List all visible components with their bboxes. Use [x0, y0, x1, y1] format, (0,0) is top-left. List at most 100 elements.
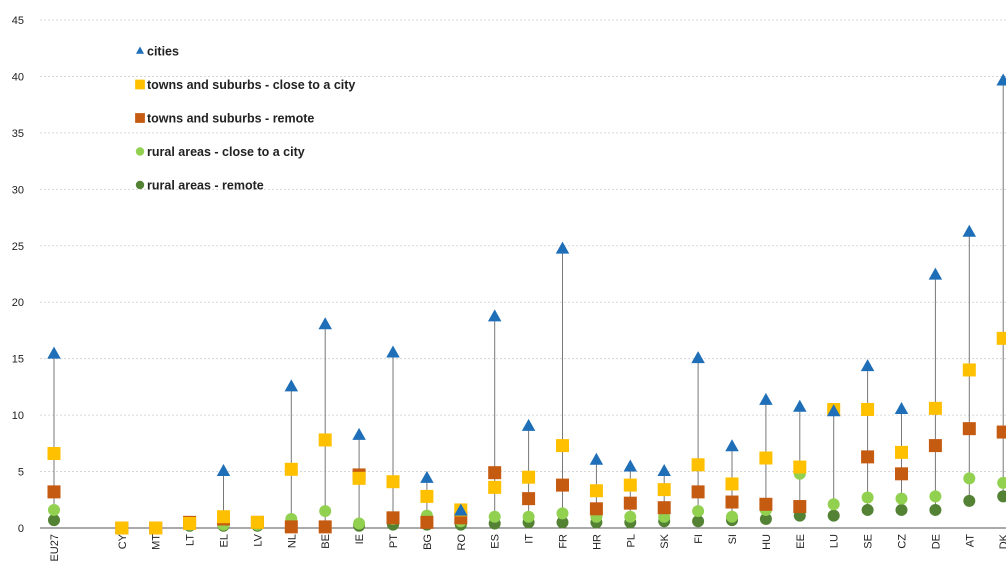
- y-tick-label: 30: [12, 184, 24, 196]
- data-point: [352, 427, 366, 440]
- data-point: [861, 491, 874, 504]
- data-point: [725, 495, 739, 509]
- data-point: [691, 485, 705, 499]
- data-point: [47, 446, 61, 460]
- data-point: [352, 471, 366, 485]
- grid: [40, 19, 1006, 529]
- y-tick-label: 40: [12, 71, 24, 83]
- x-axis-ticks: EU27 CY MT LT EL LV NL BE IE PT BG RO ES IT FR HR PL SK FI…: [49, 533, 1006, 561]
- x-tick-label: HR: [591, 534, 603, 550]
- data-point: [47, 346, 61, 359]
- x-tick-label: FI: [693, 534, 705, 544]
- data-point: [963, 472, 976, 485]
- data-point: [996, 73, 1006, 86]
- data-point: [284, 379, 299, 392]
- data-point: [487, 309, 502, 322]
- legend-label: rural areas - remote: [147, 179, 264, 193]
- data-point: [216, 464, 231, 477]
- data-point: [860, 359, 875, 372]
- x-tick-label: IE: [354, 534, 366, 544]
- data-point: [556, 478, 569, 492]
- y-tick-label: 25: [12, 241, 24, 253]
- data-point: [420, 489, 434, 503]
- x-tick-label: EU27: [49, 534, 61, 562]
- x-tick-label: FR: [558, 534, 570, 549]
- data-point: [895, 467, 908, 481]
- data-point: [149, 521, 163, 535]
- data-point: [556, 507, 569, 520]
- x-tick-label: PT: [388, 534, 400, 548]
- data-point: [589, 452, 604, 465]
- data-point: [929, 490, 942, 503]
- data-point: [217, 510, 230, 524]
- data-point: [386, 475, 400, 489]
- legend-label: rural areas - close to a city: [147, 145, 305, 159]
- data-point: [725, 477, 739, 491]
- data-point: [691, 351, 705, 364]
- data-point: [589, 502, 603, 516]
- data-point: [726, 510, 738, 523]
- data-point: [928, 267, 943, 280]
- data-point: [522, 510, 535, 523]
- data-point: [692, 505, 705, 518]
- x-tick-label: DK: [998, 533, 1006, 549]
- data-point: [556, 516, 569, 529]
- legend: cities towns and suburbs - close to a cit…: [135, 45, 355, 193]
- data-point: [454, 503, 468, 516]
- data-point: [996, 425, 1006, 439]
- data-point: [691, 458, 705, 472]
- legend-marker: [135, 79, 145, 90]
- data-point: [623, 496, 637, 510]
- data-point: [929, 503, 942, 516]
- y-tick-label: 5: [18, 467, 24, 479]
- data-point: [521, 418, 536, 431]
- data-point: [488, 480, 502, 494]
- data-marks: [47, 73, 1006, 535]
- data-point: [826, 404, 841, 417]
- data-point: [556, 439, 569, 453]
- data-point: [759, 392, 773, 405]
- data-point: [284, 462, 298, 476]
- data-point: [725, 439, 739, 452]
- data-point: [318, 433, 332, 447]
- data-point: [895, 503, 908, 516]
- data-point: [48, 503, 60, 516]
- data-point: [759, 497, 773, 511]
- legend-label: towns and suburbs - remote: [147, 112, 314, 126]
- data-point: [759, 512, 772, 525]
- legend-marker: [135, 180, 145, 190]
- data-point: [318, 520, 332, 534]
- x-tick-label: LT: [185, 534, 197, 546]
- x-tick-label: EL: [219, 534, 231, 547]
- data-point: [793, 500, 807, 514]
- y-tick-label: 20: [12, 297, 24, 309]
- data-point: [996, 331, 1006, 345]
- data-point: [861, 402, 875, 416]
- x-tick-label: ES: [490, 534, 502, 549]
- data-point: [895, 492, 908, 505]
- data-point: [183, 516, 197, 530]
- x-tick-label: PL: [625, 534, 637, 547]
- x-tick-label: BE: [320, 534, 332, 549]
- x-tick-label: EE: [795, 534, 807, 549]
- data-point: [555, 241, 570, 254]
- data-point: [657, 501, 671, 515]
- y-axis-ticks: 0 5 10 15 20 25 30 35 40 45: [12, 15, 24, 535]
- data-point: [488, 466, 502, 480]
- data-point: [962, 363, 976, 377]
- data-point: [589, 484, 603, 498]
- data-point: [48, 514, 60, 527]
- data-point: [47, 485, 61, 499]
- data-point: [522, 470, 536, 484]
- y-tick-label: 45: [12, 15, 24, 27]
- legend-label: towns and suburbs - close to a city: [147, 78, 355, 92]
- data-point: [353, 517, 366, 530]
- data-point: [623, 478, 637, 492]
- x-tick-label: HU: [761, 534, 773, 550]
- x-tick-label: SI: [727, 534, 739, 544]
- data-point: [250, 515, 264, 529]
- x-tick-label: LV: [252, 533, 264, 546]
- data-point: [623, 459, 638, 472]
- data-point: [793, 399, 807, 412]
